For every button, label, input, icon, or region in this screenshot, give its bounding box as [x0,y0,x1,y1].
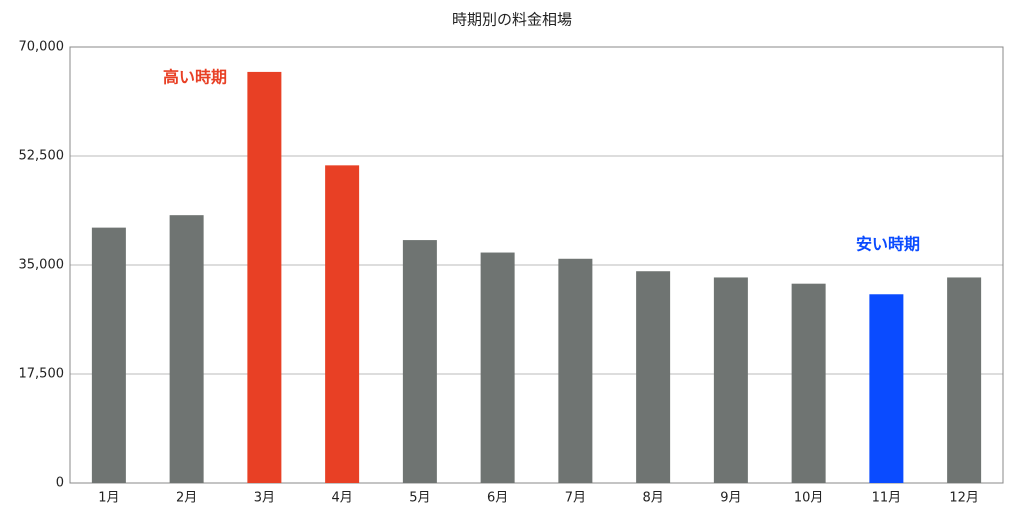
bar [247,71,282,484]
bar [869,294,904,483]
bar [91,227,126,483]
x-tick-label: 8月 [642,491,663,506]
x-tick-label: 10月 [794,491,824,506]
x-tick-label: 6月 [487,491,508,506]
x-tick-label: 3月 [254,491,275,506]
x-tick-label: 12月 [949,491,979,506]
y-tick-label: 35,000 [19,258,65,273]
x-tick-label: 7月 [565,491,586,506]
chart-title: 時期別の料金相場 [452,11,572,29]
x-tick-label: 11月 [872,491,902,506]
annotation: 安い時期 [856,235,920,254]
annotation: 高い時期 [163,68,227,87]
plot-border [69,46,1004,484]
x-tick-label: 2月 [176,491,197,506]
x-tick-label: 9月 [720,491,741,506]
bar [169,215,204,483]
bar [480,252,515,483]
bar [947,277,982,483]
y-tick-label: 17,500 [19,367,65,382]
x-tick-label: 5月 [409,491,430,506]
y-tick-label: 0 [56,476,64,491]
bar [558,258,593,483]
x-tick-label: 4月 [331,491,352,506]
bar [791,283,826,483]
bar [636,271,671,483]
bar [402,240,437,483]
bar [325,165,360,484]
x-tick-label: 1月 [98,491,119,506]
y-tick-label: 70,000 [19,40,65,55]
bar [713,277,748,483]
y-tick-label: 52,500 [19,149,65,164]
